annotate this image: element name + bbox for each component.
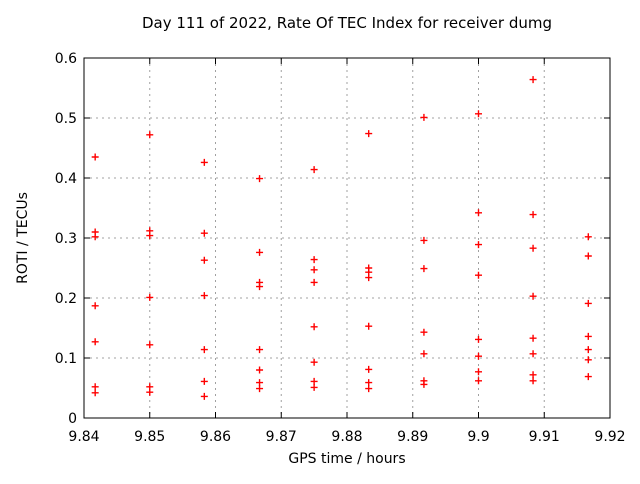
data-point-plus-marker: [584, 252, 592, 260]
data-point-plus-marker: [256, 379, 264, 387]
data-point-plus-marker: [420, 265, 428, 273]
data-point-plus-marker: [146, 388, 154, 396]
data-point-plus-marker: [200, 377, 208, 385]
y-tick-label: 0.4: [55, 171, 77, 187]
data-point-plus-marker: [256, 175, 264, 183]
data-point-plus-marker: [584, 332, 592, 340]
data-point-plus-marker: [584, 356, 592, 364]
data-point-plus-marker: [146, 293, 154, 301]
y-axis-tick-labels: 0 0.1 0.2 0.3 0.4 0.5 0.6: [55, 51, 77, 427]
data-point-plus-marker: [365, 322, 373, 330]
data-point-plus-marker: [420, 380, 428, 388]
data-point-plus-marker: [475, 241, 482, 249]
x-axis-label: GPS time / hours: [288, 451, 405, 467]
data-point-plus-marker: [529, 377, 537, 385]
data-point-plus-marker: [475, 368, 482, 376]
data-point-plus-marker: [310, 358, 318, 366]
data-point-plus-marker: [529, 211, 537, 219]
data-point-plus-marker: [584, 299, 592, 307]
data-point-plus-marker: [475, 377, 482, 385]
data-point-plus-marker: [475, 335, 482, 343]
data-point-plus-marker: [310, 383, 318, 391]
data-point-plus-marker: [200, 158, 208, 166]
y-axis-label: ROTI / TECUs: [15, 192, 31, 284]
data-point-plus-marker: [420, 113, 428, 121]
grid-lines: [84, 58, 610, 418]
data-point-plus-marker: [529, 76, 537, 84]
data-point-plus-marker: [200, 256, 208, 264]
data-point-plus-marker: [310, 377, 318, 385]
y-tick-label: 0.2: [55, 291, 77, 307]
data-point-plus-marker: [310, 256, 318, 264]
data-point-plus-marker: [200, 392, 208, 400]
x-tick-label: 9.9: [467, 429, 489, 445]
data-point-plus-marker: [365, 274, 373, 282]
data-point-plus-marker: [475, 209, 482, 217]
data-point-plus-marker: [365, 385, 373, 393]
data-point-plus-marker: [584, 233, 592, 241]
chart-title: Day 111 of 2022, Rate Of TEC Index for r…: [142, 14, 552, 32]
data-point-plus-marker: [91, 233, 99, 241]
data-point-plus-marker: [146, 232, 154, 240]
data-point-plus-marker: [529, 350, 537, 358]
data-point-plus-marker: [310, 166, 318, 174]
x-tick-label: 9.92: [594, 429, 625, 445]
data-point-plus-marker: [91, 383, 99, 391]
data-point-plus-marker: [91, 338, 99, 346]
data-point-plus-marker: [475, 352, 482, 360]
data-point-plus-marker: [475, 110, 482, 118]
data-point-plus-marker: [256, 385, 264, 393]
data-point-plus-marker: [529, 244, 537, 252]
data-point-plus-marker: [91, 153, 99, 161]
data-point-plus-marker: [365, 130, 373, 138]
y-tick-label: 0.6: [55, 51, 77, 67]
y-tick-label: 0.5: [55, 111, 77, 127]
data-point-plus-marker: [200, 292, 208, 300]
data-point-plus-marker: [310, 266, 318, 274]
data-point-plus-marker: [256, 248, 264, 256]
data-point-plus-marker: [310, 323, 318, 331]
x-tick-label: 9.91: [529, 429, 560, 445]
y-tick-label: 0: [68, 411, 77, 427]
x-tick-label: 9.88: [331, 429, 362, 445]
x-tick-label: 9.84: [68, 429, 99, 445]
data-point-plus-marker: [310, 278, 318, 286]
x-tick-label: 9.87: [266, 429, 297, 445]
data-point-plus-marker: [91, 389, 99, 397]
data-point-plus-marker: [365, 379, 373, 387]
x-axis-tick-labels: 9.84 9.85 9.86 9.87 9.88 9.89 9.9 9.91 9.92: [68, 429, 625, 445]
data-points: [91, 76, 592, 400]
y-tick-label: 0.1: [55, 351, 77, 367]
data-point-plus-marker: [256, 366, 264, 374]
data-point-plus-marker: [529, 371, 537, 379]
data-point-plus-marker: [200, 229, 208, 237]
data-point-plus-marker: [365, 365, 373, 373]
data-point-plus-marker: [584, 373, 592, 381]
x-tick-label: 9.86: [200, 429, 231, 445]
data-point-plus-marker: [584, 346, 592, 354]
data-point-plus-marker: [420, 236, 428, 244]
data-point-plus-marker: [475, 271, 482, 279]
data-point-plus-marker: [91, 302, 99, 310]
x-tick-label: 9.89: [397, 429, 428, 445]
data-point-plus-marker: [146, 131, 154, 139]
data-point-plus-marker: [529, 292, 537, 300]
data-point-plus-marker: [529, 334, 537, 342]
data-point-plus-marker: [420, 350, 428, 358]
data-point-plus-marker: [256, 283, 264, 291]
y-tick-label: 0.3: [55, 231, 77, 247]
data-point-plus-marker: [200, 346, 208, 354]
data-point-plus-marker: [420, 328, 428, 336]
data-point-plus-marker: [256, 346, 264, 354]
x-tick-label: 9.85: [134, 429, 165, 445]
axis-tick-marks: [83, 57, 611, 419]
data-point-plus-marker: [146, 341, 154, 349]
